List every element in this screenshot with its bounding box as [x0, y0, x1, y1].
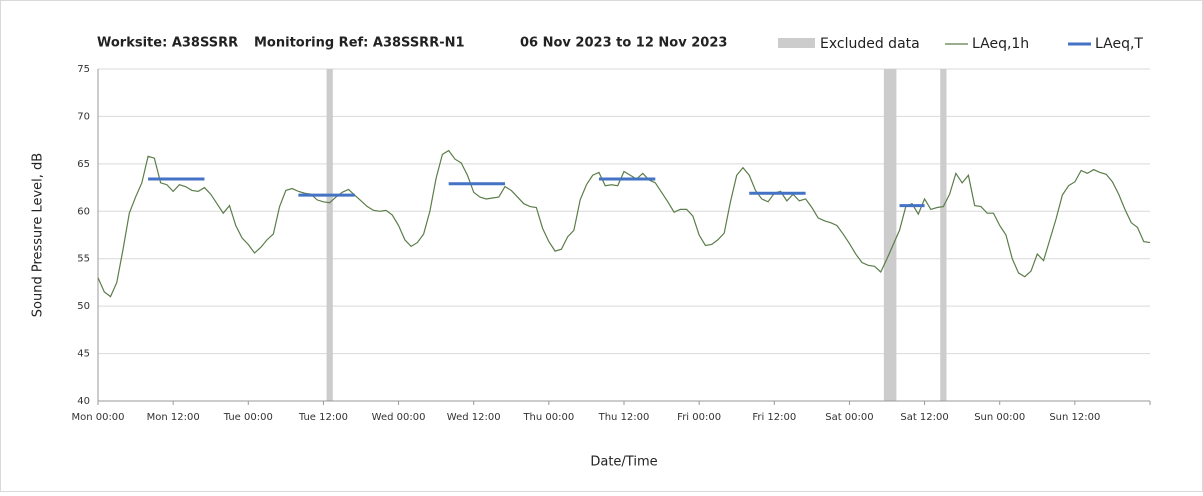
- x-tick-label: Tue 00:00: [223, 412, 273, 423]
- x-tick-label: Thu 00:00: [522, 412, 574, 423]
- legend-swatch: [778, 38, 815, 48]
- x-tick-label: Wed 00:00: [372, 412, 426, 423]
- excluded-band: [326, 69, 333, 401]
- y-tick-label: 45: [77, 349, 90, 360]
- x-tick-label: Sat 12:00: [900, 412, 948, 423]
- x-tick-label: Thu 12:00: [598, 412, 650, 423]
- y-tick-label: 60: [77, 206, 90, 217]
- x-tick-label: Fri 12:00: [752, 412, 796, 423]
- y-tick-label: 75: [77, 64, 90, 75]
- x-tick-label: Mon 00:00: [71, 412, 124, 423]
- legend-label: LAeq,T: [1095, 36, 1143, 52]
- title-dates: 06 Nov 2023 to 12 Nov 2023: [520, 36, 727, 51]
- legend-label: Excluded data: [820, 36, 920, 52]
- y-tick-label: 40: [77, 396, 90, 407]
- legend-label: LAeq,1h: [972, 36, 1029, 52]
- excluded-band: [940, 69, 947, 401]
- excluded-band: [883, 69, 897, 401]
- y-tick-label: 70: [77, 111, 90, 122]
- y-tick-label: 50: [77, 301, 90, 312]
- series-line: [97, 149, 1151, 298]
- y-tick-label: 55: [77, 254, 90, 265]
- y-tick-label: 65: [77, 159, 90, 170]
- x-tick-label: Wed 12:00: [447, 412, 501, 423]
- x-tick-label: Sun 00:00: [974, 412, 1025, 423]
- x-tick-label: Fri 00:00: [677, 412, 721, 423]
- x-tick-label: Sat 00:00: [825, 412, 873, 423]
- x-tick-label: Mon 12:00: [147, 412, 200, 423]
- title-ref: Monitoring Ref: A38SSRR-N1: [254, 36, 465, 51]
- x-tick-label: Sun 12:00: [1049, 412, 1100, 423]
- y-axis-title: Sound Pressure Level, dB: [31, 153, 46, 317]
- title-worksite: Worksite: A38SSRR: [97, 36, 238, 51]
- x-tick-label: Tue 12:00: [298, 412, 348, 423]
- x-axis-title: Date/Time: [590, 455, 657, 470]
